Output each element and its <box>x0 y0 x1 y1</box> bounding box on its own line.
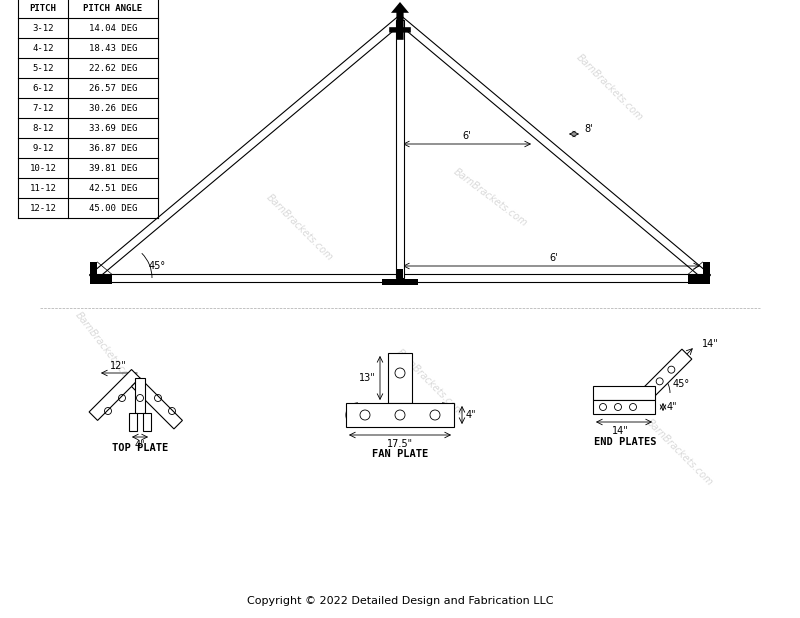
Text: 33.69 DEG: 33.69 DEG <box>89 124 137 132</box>
Text: 8-12: 8-12 <box>32 124 54 132</box>
Text: 5-12: 5-12 <box>32 64 54 72</box>
Text: 9-12: 9-12 <box>32 143 54 153</box>
Text: BarnBrackets.com: BarnBrackets.com <box>74 310 137 386</box>
Text: 17.5": 17.5" <box>387 439 413 449</box>
Bar <box>346 403 454 427</box>
Polygon shape <box>390 2 411 40</box>
Text: TOP PLATE: TOP PLATE <box>112 443 168 453</box>
Text: 10-12: 10-12 <box>30 164 57 172</box>
Polygon shape <box>398 17 710 281</box>
Text: 18.43 DEG: 18.43 DEG <box>89 43 137 53</box>
Polygon shape <box>92 274 708 282</box>
Text: FAN PLATE: FAN PLATE <box>372 449 428 459</box>
Polygon shape <box>131 378 182 429</box>
Text: BarnBrackets.com: BarnBrackets.com <box>451 167 529 229</box>
Polygon shape <box>90 262 112 284</box>
Text: 13": 13" <box>359 373 376 383</box>
Text: 4": 4" <box>667 402 678 412</box>
Text: 12": 12" <box>110 361 126 371</box>
Text: 11-12: 11-12 <box>30 184 57 192</box>
Bar <box>388 353 412 403</box>
Text: 3-12: 3-12 <box>32 23 54 33</box>
Polygon shape <box>688 262 710 284</box>
Polygon shape <box>89 370 140 420</box>
Polygon shape <box>593 400 655 414</box>
Text: BarnBrackets.com: BarnBrackets.com <box>645 418 715 488</box>
Text: END PLATES: END PLATES <box>594 437 657 447</box>
Text: 14.04 DEG: 14.04 DEG <box>89 23 137 33</box>
Text: Copyright © 2022 Detailed Design and Fabrication LLC: Copyright © 2022 Detailed Design and Fab… <box>246 596 554 606</box>
Text: 22.62 DEG: 22.62 DEG <box>89 64 137 72</box>
Text: 45°: 45° <box>672 379 690 389</box>
Text: 7-12: 7-12 <box>32 103 54 112</box>
Polygon shape <box>643 349 692 398</box>
Text: 14": 14" <box>702 339 718 349</box>
Text: 6': 6' <box>550 253 558 263</box>
Text: 8': 8' <box>584 124 593 134</box>
Text: 6-12: 6-12 <box>32 83 54 93</box>
Text: 39.81 DEG: 39.81 DEG <box>89 164 137 172</box>
Text: 30.26 DEG: 30.26 DEG <box>89 103 137 112</box>
Polygon shape <box>90 17 402 281</box>
Text: 4": 4" <box>466 410 477 420</box>
Polygon shape <box>396 20 404 278</box>
Text: 42.51 DEG: 42.51 DEG <box>89 184 137 192</box>
Text: BarnBrackets.com: BarnBrackets.com <box>265 193 335 263</box>
Text: PITCH: PITCH <box>30 4 57 12</box>
Text: 4-12: 4-12 <box>32 43 54 53</box>
Text: 4": 4" <box>134 440 146 450</box>
Text: 12-12: 12-12 <box>30 203 57 213</box>
Text: PITCH ANGLE: PITCH ANGLE <box>83 4 142 12</box>
Text: 36.87 DEG: 36.87 DEG <box>89 143 137 153</box>
Text: 45.00 DEG: 45.00 DEG <box>89 203 137 213</box>
Text: BarnBrackets.com: BarnBrackets.com <box>394 348 466 418</box>
Text: 45°: 45° <box>149 261 166 271</box>
Text: 6': 6' <box>462 131 471 141</box>
Text: 26.57 DEG: 26.57 DEG <box>89 83 137 93</box>
Bar <box>135 378 145 413</box>
Text: BarnBrackets.com: BarnBrackets.com <box>574 53 646 123</box>
Text: 14": 14" <box>612 426 629 436</box>
Bar <box>143 413 151 431</box>
Polygon shape <box>382 269 418 285</box>
Polygon shape <box>593 386 655 400</box>
Bar <box>129 413 137 431</box>
